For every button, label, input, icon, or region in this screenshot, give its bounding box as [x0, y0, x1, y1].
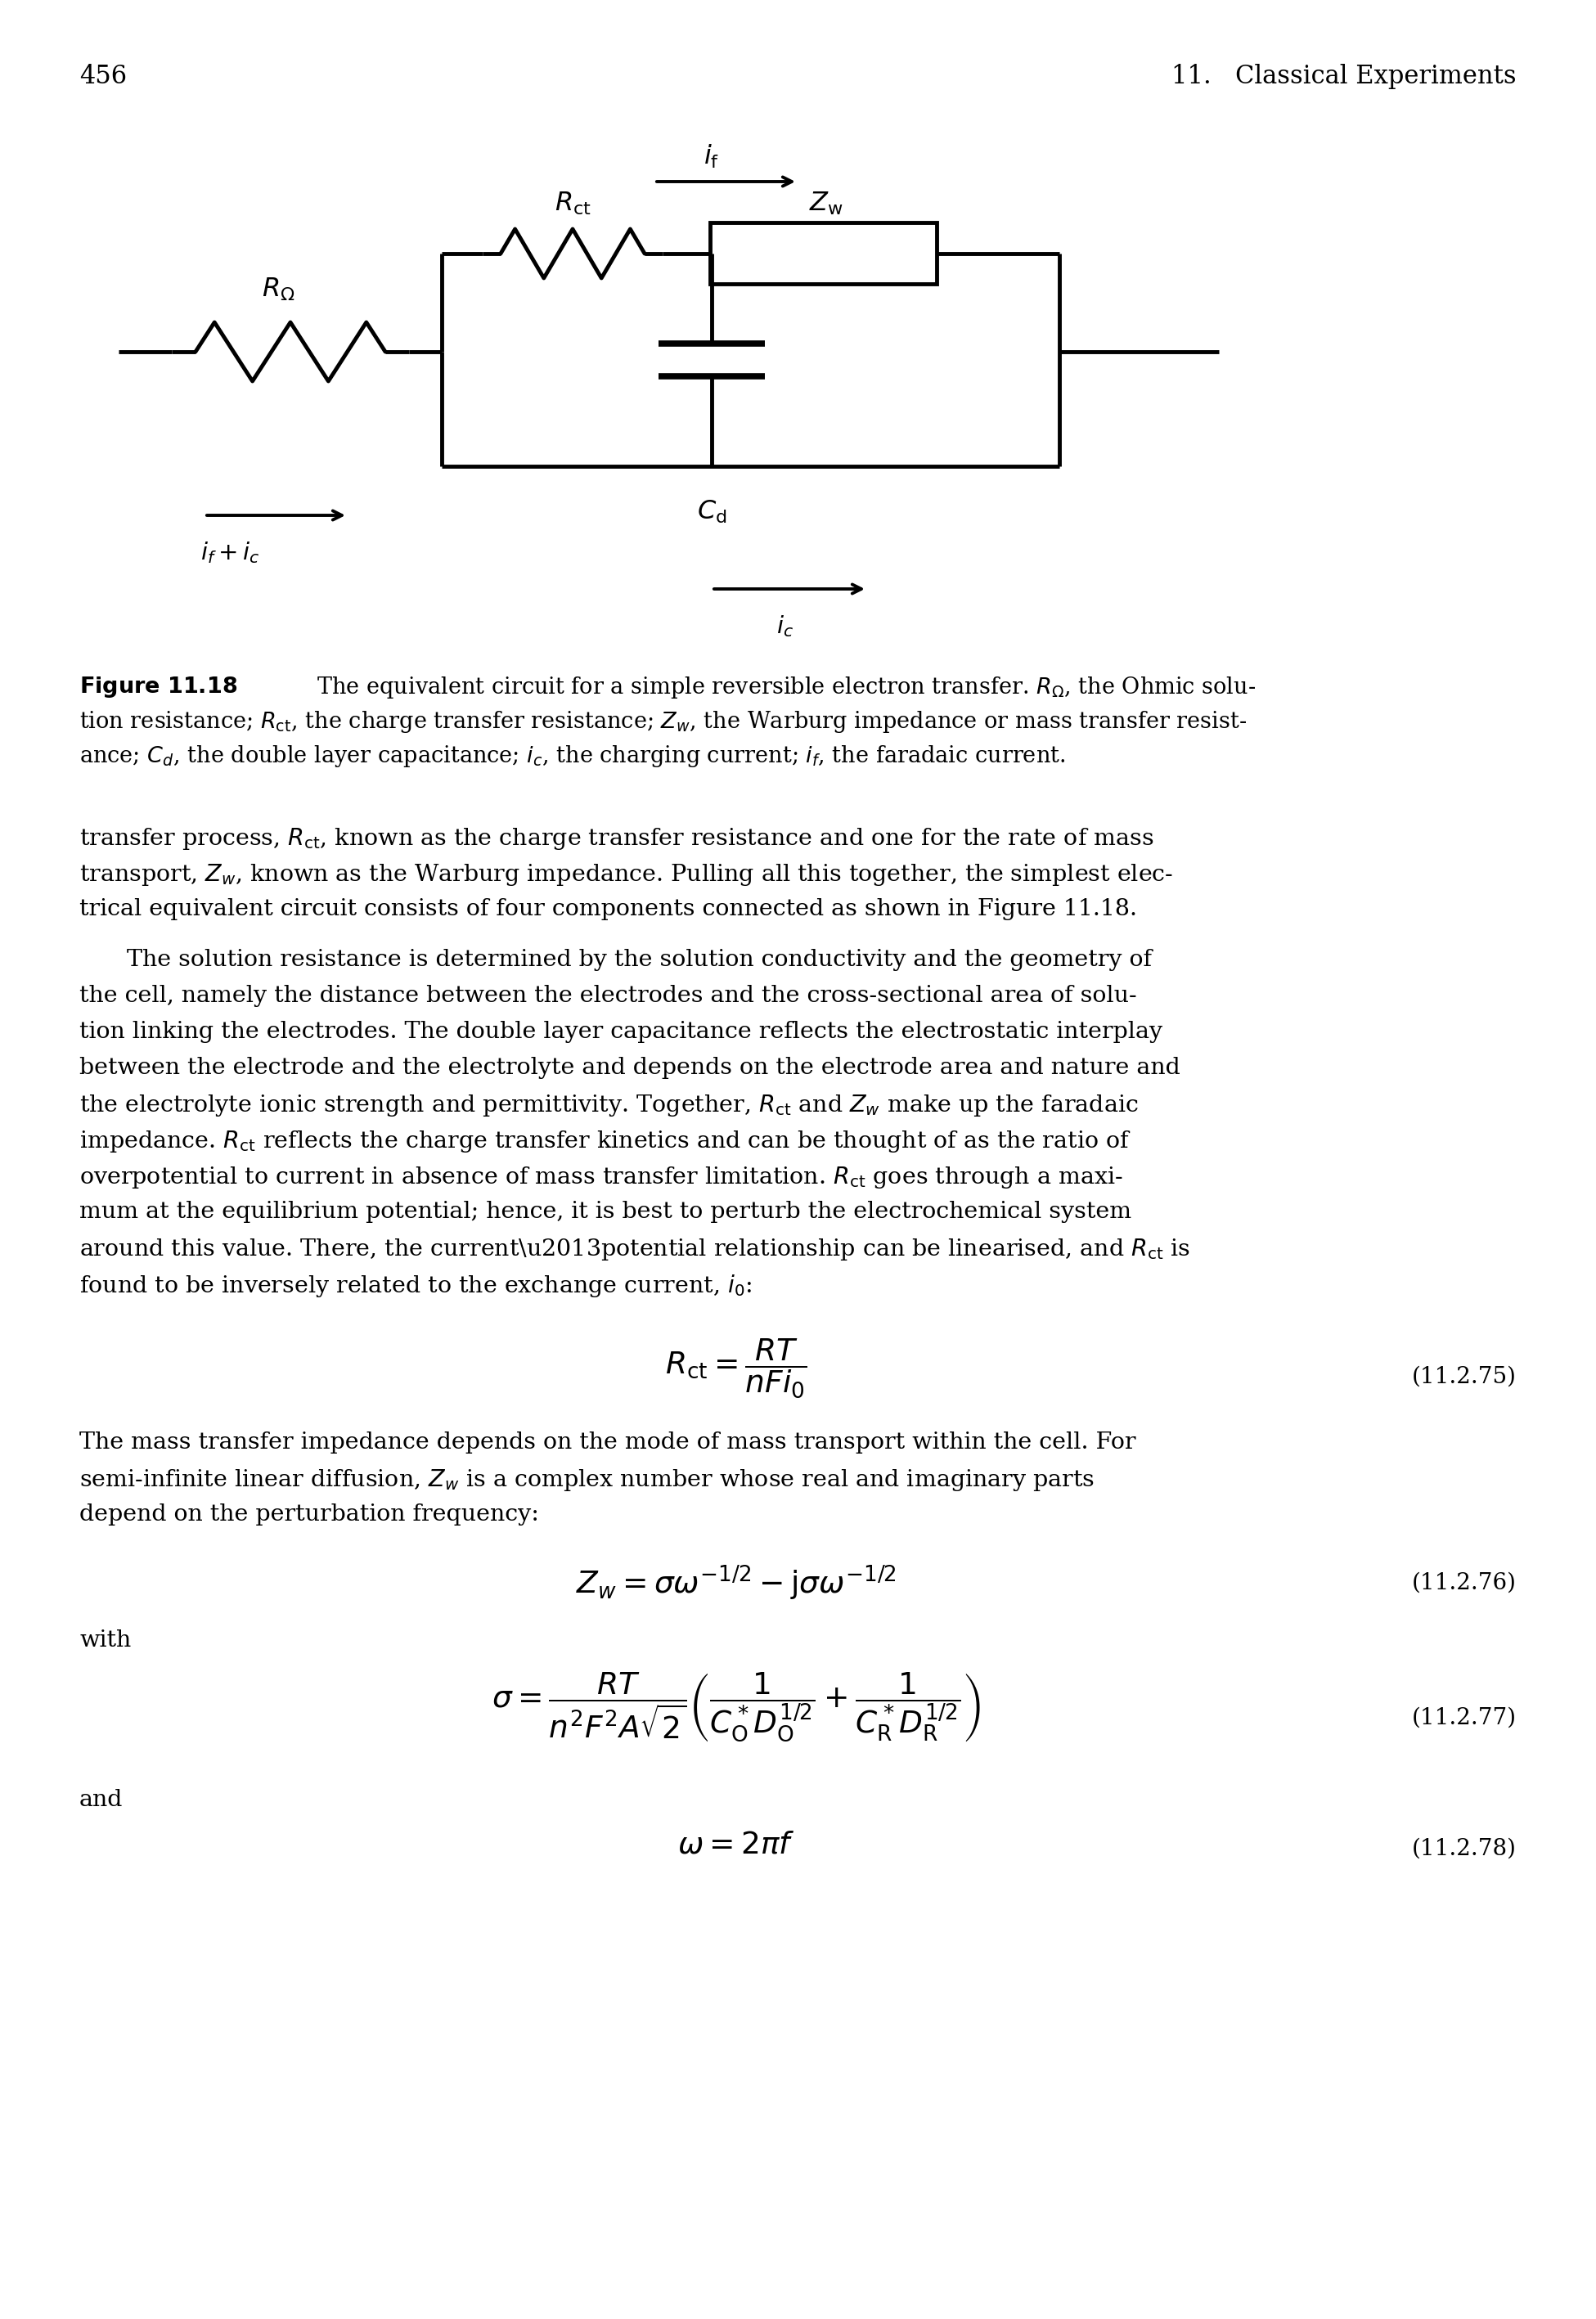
Text: (11.2.77): (11.2.77) [1412, 1707, 1516, 1730]
Text: The solution resistance is determined by the solution conductivity and the geome: The solution resistance is determined by… [126, 948, 1152, 972]
Text: $\mathbf{Figure\ 11.18}$: $\mathbf{Figure\ 11.18}$ [80, 675, 238, 700]
Text: found to be inversely related to the exchange current, $i_0$:: found to be inversely related to the exc… [80, 1273, 752, 1299]
Text: transfer process, $R_{\mathrm{ct}}$, known as the charge transfer resistance and: transfer process, $R_{\mathrm{ct}}$, kno… [80, 826, 1154, 851]
Text: $R_{\mathrm{ct}}$: $R_{\mathrm{ct}}$ [554, 190, 591, 216]
Text: depend on the perturbation frequency:: depend on the perturbation frequency: [80, 1503, 539, 1526]
Text: tion resistance; $R_{\mathrm{ct}}$, the charge transfer resistance; $Z_w$, the W: tion resistance; $R_{\mathrm{ct}}$, the … [80, 710, 1246, 735]
Text: $R_{\mathrm{ct}} = \dfrac{RT}{nFi_0}$: $R_{\mathrm{ct}} = \dfrac{RT}{nFi_0}$ [666, 1338, 808, 1401]
Text: between the electrode and the electrolyte and depends on the electrode area and : between the electrode and the electrolyt… [80, 1057, 1179, 1078]
Text: the electrolyte ionic strength and permittivity. Together, $R_{\mathrm{ct}}$ and: the electrolyte ionic strength and permi… [80, 1092, 1138, 1118]
Text: impedance. $R_{\mathrm{ct}}$ reflects the charge transfer kinetics and can be th: impedance. $R_{\mathrm{ct}}$ reflects th… [80, 1129, 1132, 1155]
Text: (11.2.76): (11.2.76) [1412, 1572, 1516, 1593]
Text: the cell, namely the distance between the electrodes and the cross-sectional are: the cell, namely the distance between th… [80, 986, 1136, 1006]
Text: 11.   Classical Experiments: 11. Classical Experiments [1171, 65, 1516, 88]
Bar [710, 223, 937, 283]
Text: $i_\mathrm{f}$: $i_\mathrm{f}$ [704, 144, 720, 172]
Text: $R_{\Omega}$: $R_{\Omega}$ [262, 276, 295, 304]
Text: $\sigma = \dfrac{RT}{n^2F^2A\sqrt{2}}\left(\dfrac{1}{C_{\mathrm{O}}^*D_{\mathrm{: $\sigma = \dfrac{RT}{n^2F^2A\sqrt{2}}\le… [492, 1670, 980, 1744]
Text: The mass transfer impedance depends on the mode of mass transport within the cel: The mass transfer impedance depends on t… [80, 1431, 1136, 1454]
Text: and: and [80, 1788, 123, 1811]
Text: 456: 456 [80, 65, 128, 88]
Text: around this value. There, the current\u2013potential relationship can be lineari: around this value. There, the current\u2… [80, 1236, 1191, 1262]
Text: with: with [80, 1630, 131, 1651]
Text: semi-infinite linear diffusion, $Z_w$ is a complex number whose real and imagina: semi-infinite linear diffusion, $Z_w$ is… [80, 1468, 1095, 1493]
Text: The equivalent circuit for a simple reversible electron transfer. $R_{\Omega}$, : The equivalent circuit for a simple reve… [303, 675, 1256, 700]
Text: overpotential to current in absence of mass transfer limitation. $R_{\mathrm{ct}: overpotential to current in absence of m… [80, 1164, 1124, 1190]
Text: (11.2.78): (11.2.78) [1412, 1839, 1516, 1860]
Text: ance; $C_d$, the double layer capacitance; $i_c$, the charging current; $i_f$, t: ance; $C_d$, the double layer capacitanc… [80, 744, 1066, 770]
Text: tion linking the electrodes. The double layer capacitance reflects the electrost: tion linking the electrodes. The double … [80, 1020, 1162, 1044]
Text: $\omega = 2\pi f$: $\omega = 2\pi f$ [677, 1830, 795, 1860]
Text: (11.2.75): (11.2.75) [1412, 1366, 1516, 1389]
Text: transport, $Z_w$, known as the Warburg impedance. Pulling all this together, the: transport, $Z_w$, known as the Warburg i… [80, 863, 1173, 888]
Text: $i_c$: $i_c$ [777, 615, 793, 638]
Text: trical equivalent circuit consists of four components connected as shown in Figu: trical equivalent circuit consists of fo… [80, 897, 1136, 921]
Text: $Z_{\mathrm{w}}$: $Z_{\mathrm{w}}$ [809, 190, 843, 216]
Text: mum at the equilibrium potential; hence, it is best to perturb the electrochemic: mum at the equilibrium potential; hence,… [80, 1201, 1132, 1222]
Text: $Z_w = \sigma\omega^{-1/2} - \mathrm{j}\sigma\omega^{-1/2}$: $Z_w = \sigma\omega^{-1/2} - \mathrm{j}\… [576, 1563, 897, 1602]
Text: $i_f+i_c$: $i_f+i_c$ [201, 540, 260, 566]
Text: $C_{\mathrm{d}}$: $C_{\mathrm{d}}$ [697, 499, 726, 526]
